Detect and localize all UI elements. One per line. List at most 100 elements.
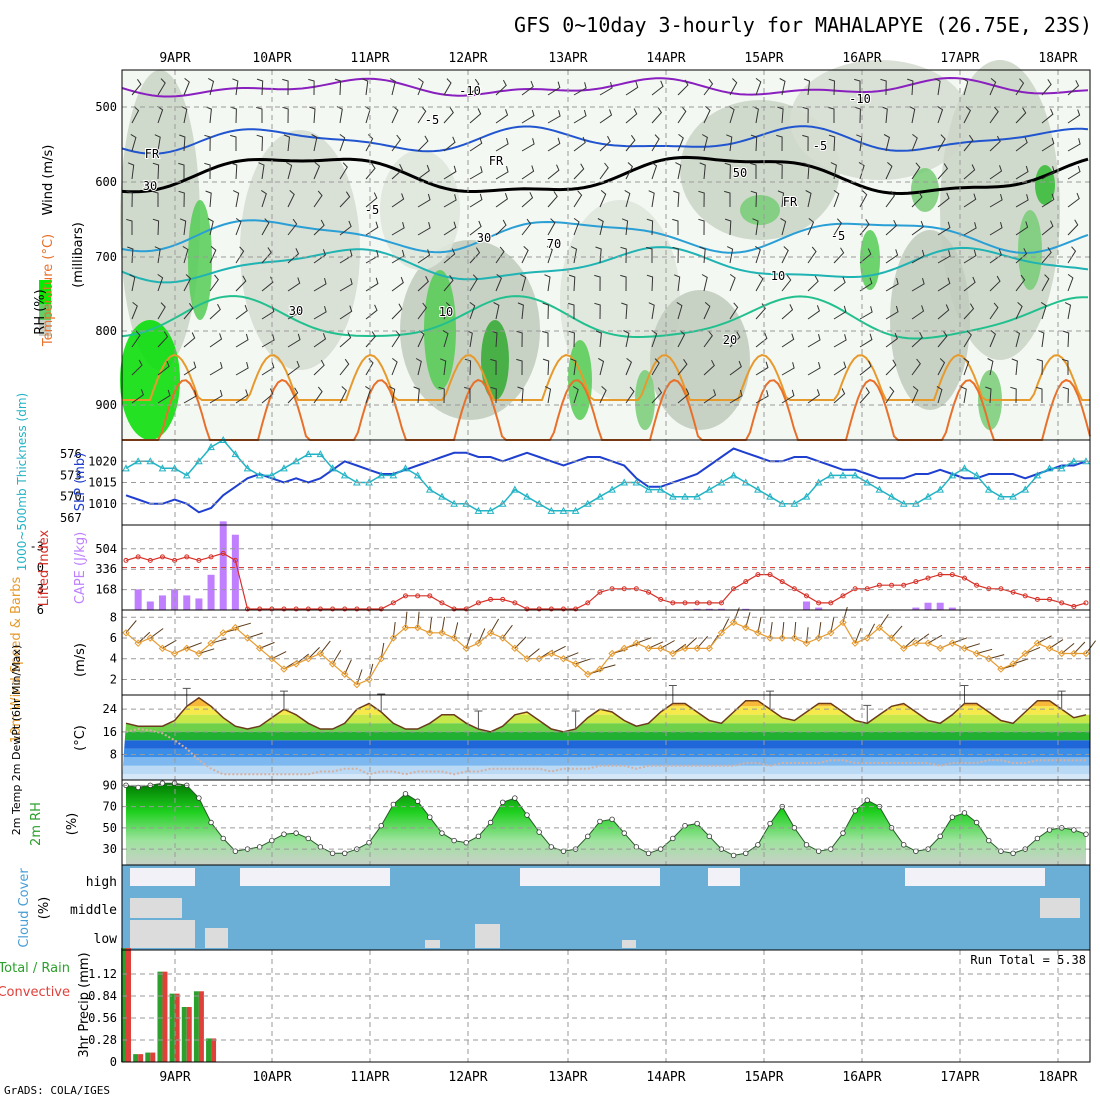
upper-barb-200	[521, 218, 532, 236]
upper-barb-33	[989, 78, 997, 96]
date-top-4: 13APR	[548, 51, 587, 66]
upper-barb-223	[154, 246, 161, 264]
upper-barb-32	[962, 77, 969, 96]
upper-barb-300	[235, 304, 248, 320]
upper-barb-443	[1062, 386, 1069, 404]
wind10-point-14	[292, 660, 300, 668]
contour-label-5: -5	[831, 229, 845, 243]
upper-barb-440	[985, 386, 992, 404]
upper-barb-137	[803, 162, 810, 180]
upper-barb-92	[599, 135, 611, 152]
upper-barb-325	[885, 305, 899, 320]
upper-barb-28	[854, 78, 861, 95]
rh-point-61	[864, 797, 870, 803]
li-point-0	[123, 557, 129, 563]
thickness-point-77	[1057, 464, 1066, 472]
rh-point-79	[1083, 831, 1089, 837]
upper-barb-397	[833, 361, 847, 376]
upper-barb-22	[703, 78, 714, 96]
rh-point-11	[256, 844, 263, 850]
upper-barb-39	[181, 106, 188, 124]
rh-point-57	[815, 848, 822, 854]
upper-barb-139	[858, 161, 865, 180]
upper-barb-30	[907, 78, 914, 96]
upper-barb-41	[230, 106, 237, 124]
upper-barb-401	[937, 358, 946, 376]
wind10-barb-2	[150, 628, 164, 639]
cloud-low-grey-0	[130, 920, 195, 948]
wind10-point-45	[669, 649, 677, 658]
li-point-9	[232, 557, 238, 563]
li-point-72	[998, 586, 1004, 592]
upper-barb-276	[568, 274, 576, 292]
thickness-point-75	[1033, 471, 1042, 479]
upper-barb-131	[651, 161, 658, 180]
li-point-59	[840, 593, 846, 599]
upper-barb-407	[131, 389, 145, 404]
upper-barb-275	[544, 274, 551, 292]
cloud-low-grey-1	[205, 928, 228, 948]
rh-point-38	[585, 833, 591, 840]
precip-conv-bar-7	[211, 1038, 217, 1062]
li-point-41	[621, 586, 627, 592]
upper-barb-364	[937, 331, 948, 348]
upper-barb-208	[724, 218, 732, 236]
upper-barb-288	[885, 277, 899, 292]
contour-label-11: 20	[723, 333, 737, 347]
li-point-22	[390, 600, 396, 606]
li-point-43	[646, 589, 652, 595]
upper-barb-57	[651, 107, 663, 124]
upper-barb-388	[598, 357, 605, 376]
temp-max-bar-13	[279, 690, 288, 710]
li-point-31	[500, 596, 506, 602]
upper-barb-62	[777, 106, 784, 124]
upper-barb-396	[807, 361, 821, 376]
upper-barb-426	[625, 386, 635, 404]
li-point-15	[305, 606, 311, 612]
temp-tick-0: 24	[103, 702, 117, 716]
axis-ticks: 500600700800900576573570567102010151010-…	[30, 100, 118, 1069]
li-point-10	[245, 606, 251, 612]
rh-point-16	[317, 844, 324, 850]
wind10-point-32	[511, 644, 519, 653]
rh-shade-6	[560, 200, 680, 400]
cape-bar-3	[158, 595, 166, 610]
upper-barb-111	[127, 162, 135, 180]
contour-label-3: -5	[813, 139, 827, 153]
upper-barb-171	[724, 190, 731, 207]
thickness-point-22	[389, 471, 398, 479]
rh-point-14	[293, 830, 299, 836]
upper-barb-279	[646, 274, 654, 292]
upper-barb-333	[131, 330, 141, 348]
rh-point-23	[402, 791, 409, 797]
upper-barb-71	[1015, 107, 1027, 124]
upper-barb-120	[365, 163, 376, 180]
li-point-37	[573, 606, 579, 612]
upper-barb-182	[1015, 194, 1029, 208]
wind10-point-8	[219, 629, 227, 637]
upper-barb-287	[859, 277, 873, 292]
upper-barb-297	[157, 302, 166, 320]
upper-barb-282	[729, 273, 736, 292]
precip-total-label: Total / Rain	[0, 961, 70, 976]
upper-barb-58	[677, 106, 687, 124]
rh-legend-swatch-0	[39, 280, 51, 304]
upper-barb-249	[833, 247, 845, 264]
upper-barb-175	[833, 189, 840, 208]
thickness-point-66	[924, 492, 932, 500]
wind10-barb-31	[502, 624, 513, 639]
upper-barb-301	[261, 305, 275, 320]
precip-conv-bar-5	[186, 1007, 192, 1062]
cape-bar-67	[936, 602, 944, 610]
temp-band-4	[122, 723, 1090, 732]
upper-barb-408	[157, 389, 171, 404]
upper-barb-345	[442, 329, 449, 348]
upper-barb-293	[1015, 274, 1026, 292]
cloud-low-grey-5	[622, 940, 636, 948]
li-point-8	[220, 550, 226, 556]
wind10-point-19	[353, 680, 361, 689]
wind10-barb-63	[891, 625, 903, 639]
upper-barb-377	[313, 359, 325, 376]
cape-li-panel	[122, 521, 1090, 612]
rh-point-33	[524, 812, 530, 818]
